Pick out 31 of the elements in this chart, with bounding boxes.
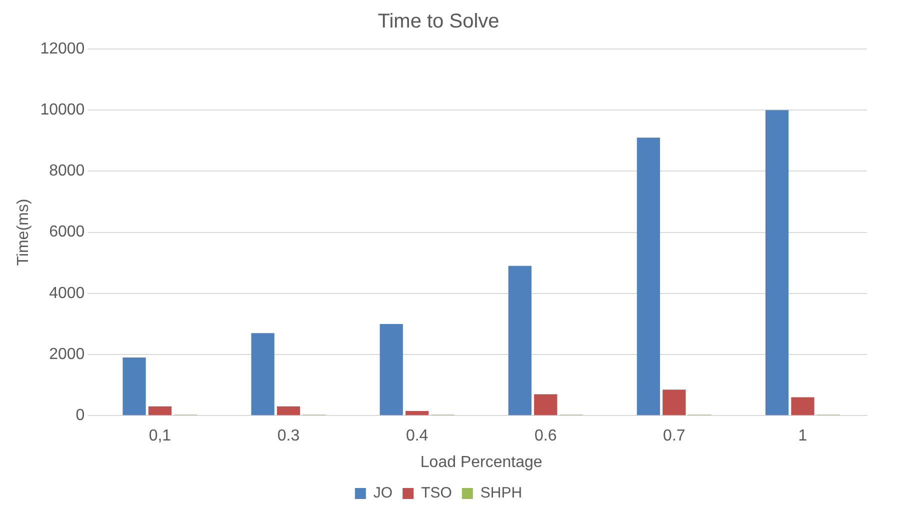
bar — [534, 394, 558, 416]
bar — [380, 324, 403, 416]
y-tick-label: 8000 — [49, 162, 85, 180]
bar — [148, 406, 172, 416]
legend-label: JO — [373, 484, 393, 502]
x-tick-label: 0.7 — [663, 428, 686, 445]
chart-title: Time to Solve — [378, 10, 500, 33]
y-tick-label: 4000 — [49, 284, 85, 302]
y-tick-label: 10000 — [40, 102, 85, 119]
y-tick-label: 6000 — [49, 224, 85, 241]
y-axis-title: Time(ms) — [15, 198, 32, 266]
y-tick-label: 2000 — [49, 346, 85, 363]
x-tick-label: 0.6 — [534, 428, 557, 445]
bar — [662, 390, 686, 416]
bar — [791, 397, 814, 416]
bar — [508, 266, 532, 416]
bar — [251, 333, 274, 416]
bar — [122, 358, 146, 416]
legend-label: SHPH — [480, 484, 522, 502]
x-tick-label: 0.3 — [277, 428, 300, 445]
y-tick-label: 12000 — [40, 40, 85, 58]
bar — [636, 138, 660, 416]
bar — [276, 406, 300, 416]
x-tick-label: 0,1 — [148, 428, 172, 445]
x-tick-label: 0.4 — [406, 428, 428, 445]
y-tick-label: 0 — [76, 407, 85, 424]
x-axis-title: Load Percentage — [420, 454, 542, 471]
x-tick-label: 1 — [798, 428, 808, 445]
bar — [406, 411, 429, 416]
legend-label: TSO — [421, 484, 452, 502]
bar — [765, 110, 789, 416]
